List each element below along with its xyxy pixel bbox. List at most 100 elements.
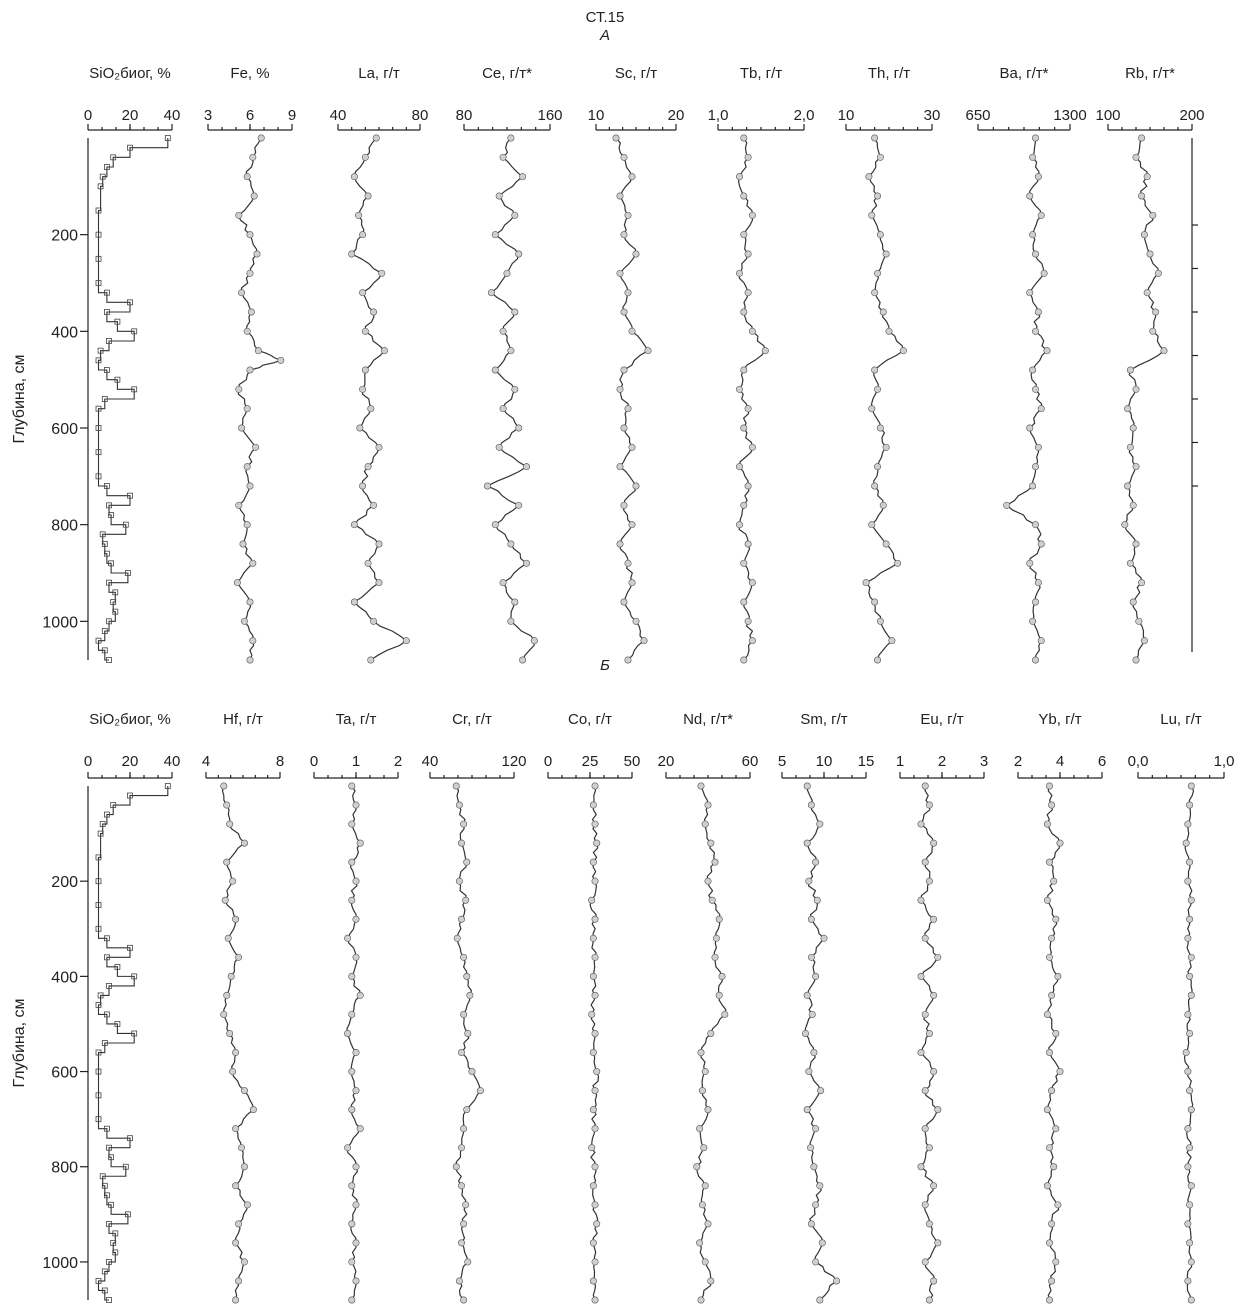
data-point-rb-a-4 <box>1149 211 1157 219</box>
data-point-ce-a-16 <box>495 443 503 451</box>
data-point-hf-b-5 <box>229 877 237 885</box>
data-point-la-a-5 <box>359 231 367 239</box>
data-point-sio2-biog-b-4 <box>99 821 106 827</box>
data-point-sio2-biog-a-12 <box>104 309 110 315</box>
data-point-eu-b-11 <box>930 991 938 999</box>
data-point-ta-b-1 <box>352 801 360 809</box>
data-point-la-a-4 <box>354 211 362 219</box>
data-point-nd-b-20 <box>693 1163 701 1171</box>
data-point-ta-b-0 <box>348 782 356 790</box>
data-point-tb-a-4 <box>748 211 756 219</box>
series-title-sc-a: Sc, г/т <box>615 65 657 82</box>
data-point-sm-b-13 <box>802 1029 810 1037</box>
data-point-nd-b-5 <box>704 877 712 885</box>
data-point-lu-b-2 <box>1184 820 1192 828</box>
depth-tick-label-a-600: 600 <box>51 421 78 438</box>
data-point-yb-b-23 <box>1048 1220 1056 1228</box>
data-point-rb-a-25 <box>1135 617 1143 625</box>
data-point-ta-b-7 <box>352 915 360 923</box>
data-point-yb-b-5 <box>1050 877 1058 885</box>
x-tick-label-rb-a-0: 100 <box>1095 107 1120 124</box>
x-tick-label-fe-a-1: 6 <box>246 107 254 124</box>
data-point-fe-a-13 <box>246 366 254 374</box>
data-point-th-a-0 <box>871 134 879 142</box>
data-point-ba-a-0 <box>1032 134 1040 142</box>
data-point-cr-b-5 <box>455 877 463 885</box>
data-point-ta-b-15 <box>348 1068 356 1076</box>
data-point-eu-b-3 <box>930 839 938 847</box>
data-point-tb-a-21 <box>744 540 752 548</box>
x-tick-label-nd-b-0: 20 <box>658 753 675 770</box>
data-point-ce-a-12 <box>491 366 499 374</box>
series-title-sm-b: Sm, г/т <box>800 711 847 728</box>
data-point-sio2-biog-a-23 <box>95 425 102 431</box>
data-point-cr-b-19 <box>457 1144 465 1152</box>
data-point-hf-b-6 <box>221 896 229 904</box>
data-point-rb-a-6 <box>1146 250 1154 258</box>
data-point-th-a-11 <box>899 347 907 355</box>
data-point-sio2-biog-b-37 <box>112 1230 119 1237</box>
x-tick-label-fe-a-2: 9 <box>288 107 296 124</box>
data-point-yb-b-10 <box>1054 972 1062 980</box>
data-point-nd-b-13 <box>707 1029 715 1037</box>
data-point-sio2-biog-a-5 <box>97 183 104 190</box>
data-point-hf-b-27 <box>232 1296 240 1304</box>
data-point-lu-b-7 <box>1186 915 1194 923</box>
data-point-tb-a-11 <box>761 347 769 355</box>
data-point-yb-b-22 <box>1054 1201 1062 1209</box>
series-title-ta-b: Ta, г/т <box>336 711 377 728</box>
data-point-yb-b-21 <box>1043 1182 1051 1190</box>
series-title-th-a: Th, г/т <box>868 65 910 82</box>
series-title-eu-b: Eu, г/т <box>920 711 963 728</box>
series-line-lu-b <box>1183 785 1195 1301</box>
data-point-rb-a-27 <box>1132 656 1140 664</box>
data-point-ba-a-10 <box>1032 327 1040 335</box>
data-point-co-b-11 <box>591 991 599 999</box>
data-point-ce-a-4 <box>511 211 519 219</box>
x-tick-label-sm-b-2: 15 <box>858 753 875 770</box>
data-point-lu-b-8 <box>1184 934 1192 942</box>
x-tick-label-th-a-1: 30 <box>924 107 941 124</box>
data-point-cr-b-23 <box>460 1220 468 1228</box>
data-point-sio2-biog-a-41 <box>101 628 108 634</box>
data-point-ce-a-23 <box>499 579 507 587</box>
data-point-fe-a-21 <box>243 521 251 529</box>
data-point-ba-a-17 <box>1032 463 1040 471</box>
data-point-rb-a-11 <box>1160 347 1168 355</box>
data-point-lu-b-5 <box>1184 877 1192 885</box>
x-tick-label-la-a-1: 80 <box>412 107 429 124</box>
data-point-hf-b-18 <box>232 1125 240 1133</box>
data-point-sc-a-27 <box>624 656 632 664</box>
data-point-la-a-11 <box>380 347 388 355</box>
data-point-yb-b-12 <box>1043 1010 1051 1018</box>
data-point-fe-a-23 <box>249 559 257 567</box>
series-title-tb-a: Tb, г/т <box>740 65 782 82</box>
data-point-sio2-biog-a-29 <box>108 512 114 518</box>
data-point-sio2-biog-a-28 <box>106 502 112 509</box>
data-point-la-a-26 <box>402 637 410 645</box>
panel-label-b: Б <box>600 657 610 674</box>
data-point-co-b-7 <box>591 915 599 923</box>
data-point-eu-b-18 <box>921 1125 929 1133</box>
data-point-ta-b-9 <box>352 953 360 961</box>
data-point-la-a-9 <box>370 308 378 316</box>
data-point-ce-a-20 <box>491 521 499 529</box>
data-point-yb-b-18 <box>1052 1125 1060 1133</box>
data-point-sm-b-15 <box>805 1068 813 1076</box>
data-point-sio2-biog-a-16 <box>97 347 104 354</box>
data-point-fe-a-4 <box>235 211 243 219</box>
data-point-cr-b-13 <box>464 1029 472 1037</box>
data-point-cr-b-20 <box>452 1163 460 1171</box>
data-point-lu-b-20 <box>1184 1163 1192 1171</box>
data-point-la-a-16 <box>375 443 383 451</box>
data-point-sm-b-20 <box>810 1163 818 1171</box>
data-point-sc-a-3 <box>616 192 624 200</box>
data-point-sc-a-26 <box>640 637 648 645</box>
data-point-sc-a-10 <box>628 327 636 335</box>
data-point-ta-b-10 <box>348 972 356 980</box>
data-point-fe-a-5 <box>246 231 254 239</box>
data-point-sio2-biog-b-38 <box>110 1239 117 1246</box>
series-title-sio2-biog-a: SiO₂биог, % <box>89 65 170 82</box>
data-point-th-a-20 <box>868 521 876 529</box>
